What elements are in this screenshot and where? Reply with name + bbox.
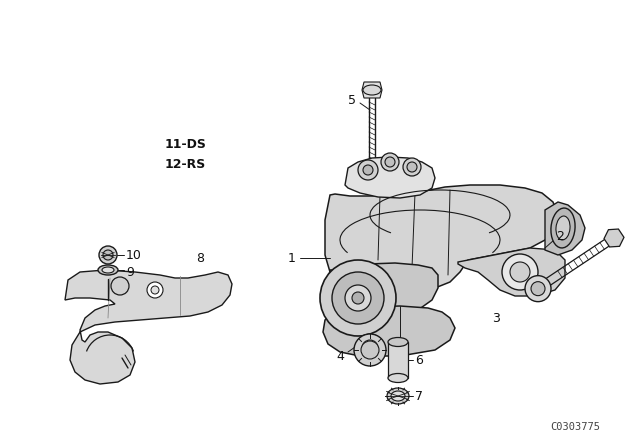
Circle shape <box>356 334 384 362</box>
Circle shape <box>362 340 378 356</box>
Circle shape <box>531 282 545 296</box>
Circle shape <box>103 250 113 260</box>
Text: 8: 8 <box>196 251 204 264</box>
Polygon shape <box>65 270 232 384</box>
Circle shape <box>510 262 530 282</box>
Circle shape <box>332 272 384 324</box>
Circle shape <box>147 282 163 298</box>
Circle shape <box>352 292 364 304</box>
Polygon shape <box>325 185 558 295</box>
Text: 10: 10 <box>126 249 142 262</box>
Ellipse shape <box>388 337 408 346</box>
Polygon shape <box>328 263 438 318</box>
Text: 4: 4 <box>336 349 344 362</box>
Circle shape <box>502 254 538 290</box>
Circle shape <box>407 162 417 172</box>
Circle shape <box>381 153 399 171</box>
Polygon shape <box>345 157 435 198</box>
Circle shape <box>354 334 386 366</box>
Polygon shape <box>362 82 382 98</box>
Polygon shape <box>604 229 624 247</box>
Text: 3: 3 <box>492 311 500 324</box>
Ellipse shape <box>363 85 381 95</box>
Circle shape <box>320 260 396 336</box>
Circle shape <box>99 246 117 264</box>
Circle shape <box>385 157 395 167</box>
Circle shape <box>151 286 159 294</box>
Circle shape <box>345 285 371 311</box>
Circle shape <box>403 158 421 176</box>
Ellipse shape <box>388 374 408 383</box>
Ellipse shape <box>98 265 118 275</box>
Polygon shape <box>323 306 455 356</box>
Text: 6: 6 <box>415 353 423 366</box>
Ellipse shape <box>556 216 570 240</box>
Text: 2: 2 <box>556 229 564 242</box>
Ellipse shape <box>391 391 405 401</box>
Text: 9: 9 <box>126 266 134 279</box>
Polygon shape <box>458 248 565 296</box>
Circle shape <box>361 341 379 359</box>
Circle shape <box>111 277 129 295</box>
Text: C0303775: C0303775 <box>550 422 600 432</box>
Text: 12-RS: 12-RS <box>165 158 206 171</box>
Ellipse shape <box>387 388 409 404</box>
Text: 7: 7 <box>415 389 423 402</box>
Text: 1: 1 <box>288 251 296 264</box>
Text: 11-DS: 11-DS <box>165 138 207 151</box>
Circle shape <box>358 160 378 180</box>
Ellipse shape <box>102 267 114 273</box>
Ellipse shape <box>551 208 575 248</box>
Circle shape <box>363 165 373 175</box>
Polygon shape <box>545 202 585 255</box>
Text: 5: 5 <box>348 94 356 107</box>
Circle shape <box>525 276 551 302</box>
Bar <box>388 342 408 378</box>
